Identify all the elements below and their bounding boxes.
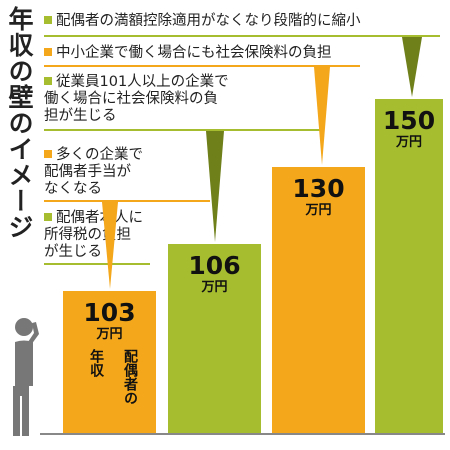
pointer-triangle — [206, 131, 224, 242]
bar-106: 106 万円 — [168, 244, 261, 433]
baseline — [40, 433, 445, 435]
pointer-triangle — [402, 37, 422, 97]
legend-text: 多くの企業で 配偶者手当が なくなる — [44, 147, 143, 197]
legend-text: 配偶者の満額控除適用がなくなり段階的に縮小 — [56, 13, 361, 29]
bar-150: 150 万円 — [375, 99, 443, 433]
legend-underline — [44, 65, 360, 67]
bar-value-label: 150 — [382, 106, 436, 135]
legend-text: 配偶者本人に 所得税の負担 が生じる — [44, 210, 143, 260]
legend-underline — [44, 129, 320, 131]
legend-item: 多くの企業で 配偶者手当が なくなる — [44, 147, 143, 198]
person-figure — [13, 318, 39, 436]
bar-annotation: 配偶者の — [122, 349, 138, 405]
legend-item: 配偶者本人に 所得税の負担 が生じる — [44, 210, 143, 261]
legend-text: 中小企業で働く場合にも社会保険料の負担 — [56, 45, 332, 61]
legend-underline — [44, 200, 210, 202]
bar-unit-label: 万円 — [395, 135, 422, 150]
page-title: 年収の壁のイメージ — [5, 6, 34, 240]
legend-item: 従業員101人以上の企業で 働く場合に社会保険料の負 担が生じる — [44, 74, 229, 125]
bar-130: 130 万円 — [272, 167, 365, 433]
bar-value-label: 106 — [188, 251, 241, 280]
legend-text: 従業員101人以上の企業で 働く場合に社会保険料の負 担が生じる — [44, 74, 229, 124]
pointer-triangle — [314, 67, 330, 165]
legend-underline — [44, 35, 440, 37]
legend-square-icon — [44, 16, 52, 24]
bar-annotation: 年収 — [88, 349, 104, 377]
legend-underline — [44, 263, 150, 265]
legend-item: 配偶者の満額控除適用がなくなり段階的に縮小 — [44, 13, 361, 30]
legend-square-icon — [44, 48, 52, 56]
legend-square-icon — [44, 77, 52, 85]
bar-value-label: 130 — [292, 174, 345, 203]
bar-unit-label: 万円 — [305, 203, 332, 218]
legend-square-icon — [44, 213, 52, 221]
bar-unit-label: 万円 — [201, 280, 228, 295]
bar-unit-label: 万円 — [96, 327, 123, 342]
legend-item: 中小企業で働く場合にも社会保険料の負担 — [44, 45, 332, 62]
legend-square-icon — [44, 150, 52, 158]
bar-value-label: 103 — [83, 298, 136, 327]
pointer-triangle — [102, 202, 118, 289]
bar-103: 103 万円年収 配偶者の — [63, 291, 156, 433]
